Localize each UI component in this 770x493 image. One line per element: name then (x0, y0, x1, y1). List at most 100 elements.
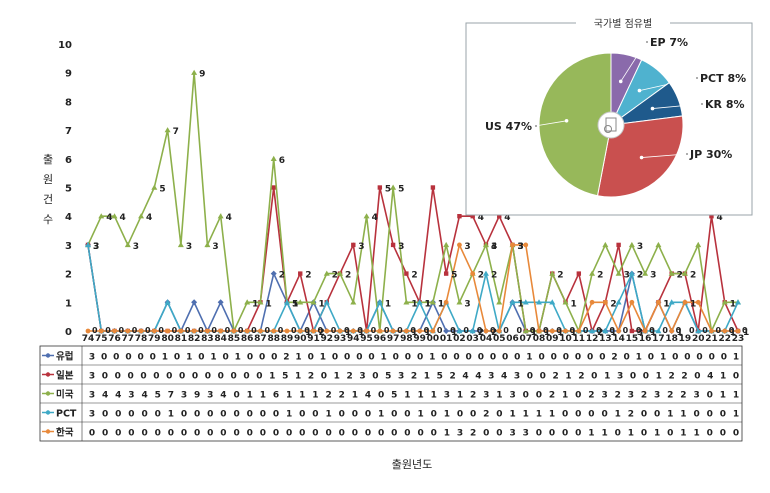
data-point (403, 299, 410, 305)
table-cell: 2 (681, 372, 687, 382)
data-label: 1 (411, 299, 417, 309)
data-point (443, 241, 450, 248)
table-cell: 0 (299, 429, 305, 439)
table-cell: 0 (256, 372, 262, 382)
table-border (39, 345, 743, 442)
table-cell: 0 (575, 410, 581, 420)
legend-label: PCT (56, 409, 77, 420)
data-label: 3 (637, 242, 643, 252)
data-point (191, 299, 198, 306)
data-label: 1 (319, 299, 325, 309)
data-label: 7 (173, 127, 179, 137)
data-point (364, 328, 369, 334)
data-point (482, 270, 489, 276)
table-cell: 0 (496, 429, 502, 439)
table-cell: 0 (549, 429, 555, 439)
table-cell: 0 (260, 410, 266, 420)
table-cell: 1 (526, 353, 532, 363)
x-tick-label: 76 (108, 334, 121, 344)
x-tick-label: 78 (135, 334, 148, 344)
data-point (695, 328, 702, 334)
data-point (284, 328, 290, 334)
table-cell: 3 (89, 353, 95, 363)
data-point (721, 299, 728, 305)
x-tick-label: 80 (161, 334, 174, 344)
data-label: 9 (199, 70, 205, 80)
table-cell: 0 (352, 429, 358, 439)
data-label: 3 (464, 242, 470, 252)
data-label: 3 (212, 242, 218, 252)
table-cell: 0 (457, 410, 463, 420)
data-point (576, 328, 582, 334)
table-cell: 3 (89, 410, 95, 420)
data-point (311, 328, 316, 334)
data-point (709, 328, 714, 334)
table-cell: 0 (378, 391, 384, 401)
table-cell: 0 (527, 372, 533, 382)
table-cell: 0 (575, 429, 581, 439)
table-cell: 1 (417, 410, 423, 420)
pie-slice-US (538, 52, 612, 197)
table-cell: 0 (339, 410, 345, 420)
table-cell: 0 (102, 410, 108, 420)
y-tick-label: 5 (65, 184, 72, 195)
data-point (629, 328, 635, 334)
table-cell: 0 (312, 429, 318, 439)
x-tick-label: 20 (692, 334, 705, 344)
table-cell: 1 (299, 391, 305, 401)
table-cell: 1 (429, 353, 435, 363)
table-cell: 1 (667, 410, 673, 420)
table-cell: 1 (457, 391, 463, 401)
table-cell: 0 (453, 353, 459, 363)
data-label: 1 (557, 328, 563, 338)
table-cell: 1 (733, 410, 739, 420)
data-label-zero: 0 (119, 326, 125, 335)
table-cell: 0 (378, 429, 384, 439)
data-label: 1 (690, 299, 696, 309)
data-label: 4 (146, 213, 152, 223)
data-point (549, 270, 556, 276)
data-label-zero: 0 (158, 326, 164, 335)
table-cell: 4 (707, 372, 713, 382)
table-cell: 0 (540, 372, 546, 382)
y-tick-label: 7 (65, 126, 72, 137)
data-label: 1 (358, 328, 364, 338)
data-label-zero: 0 (570, 326, 576, 335)
data-point (404, 271, 409, 276)
data-label: 3 (491, 242, 497, 252)
table-cell: 1 (404, 391, 410, 401)
table-cell: 2 (549, 391, 555, 401)
data-point (443, 271, 449, 276)
table-cell: 0 (575, 353, 581, 363)
table-cell: 3 (398, 372, 404, 382)
data-label: 1 (292, 299, 298, 309)
data-point (536, 328, 542, 334)
data-label: 5 (292, 299, 298, 309)
table-cell: 2 (283, 353, 289, 363)
y-tick-label: 0 (65, 327, 72, 338)
table-cell: 1 (286, 391, 292, 401)
data-label: 3 (624, 271, 630, 281)
table-cell: 0 (404, 429, 410, 439)
data-label: 4 (504, 213, 510, 223)
data-point (483, 328, 489, 334)
data-point (390, 242, 396, 248)
table-cell: 0 (321, 372, 327, 382)
data-point (191, 328, 197, 334)
table-cell: 0 (247, 353, 253, 363)
table-cell: 4 (220, 391, 226, 401)
data-point (668, 299, 675, 305)
data-point (124, 241, 131, 248)
table-cell: 1 (680, 410, 686, 420)
data-label: 1 (650, 328, 656, 338)
y-tick-label: 6 (65, 155, 72, 166)
data-label-zero: 0 (291, 326, 297, 335)
table-cell: 0 (312, 410, 318, 420)
data-point (443, 299, 449, 305)
table-cell: 0 (393, 353, 399, 363)
x-tick-label: 85 (228, 334, 241, 344)
data-label: 1 (610, 328, 616, 338)
table-cell: 0 (721, 353, 727, 363)
data-label-zero: 0 (609, 326, 615, 335)
table-cell: 0 (102, 429, 108, 439)
